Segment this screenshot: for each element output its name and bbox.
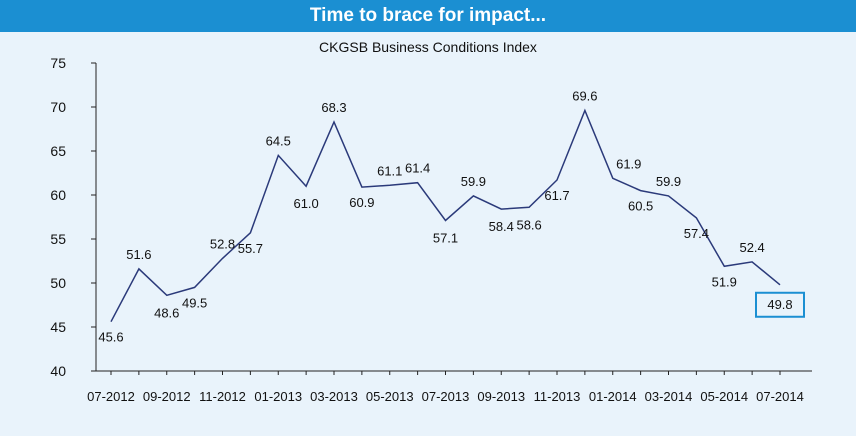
banner-title: Time to brace for impact... [309,5,547,26]
data-label: 69.6 [572,89,597,104]
data-label: 60.5 [628,199,653,214]
data-label: 49.8 [767,297,792,312]
y-tick-label: 70 [50,99,66,115]
y-tick-label: 50 [50,275,66,291]
data-label: 60.9 [349,195,374,210]
data-label: 45.6 [98,330,123,345]
x-tick-label: 03-2014 [645,389,693,404]
chart-title: CKGSB Business Conditions Index [319,39,537,55]
data-label: 59.9 [656,174,681,189]
data-label: 52.8 [210,236,235,251]
data-label: 48.6 [154,305,179,320]
x-tick-label: 11-2012 [199,389,246,404]
data-labels: 45.6 51.6 48.649.5 52.8 55.7 64.5 61.0 68.3 60.9… [98,89,805,345]
x-tick-label: 05-2013 [366,389,414,404]
axes [95,63,812,372]
data-label: 68.3 [321,100,346,115]
line-chart: CKGSB Business Conditions Index 40 45 50 55… [50,39,812,404]
data-label: 61.7 [544,188,569,203]
series-line [110,108,781,323]
highlight-box [755,291,805,318]
data-label: 57.1 [433,231,458,246]
x-tick-label: 07-2012 [87,389,135,404]
data-label: 61.0 [293,196,318,211]
data-label: 59.9 [461,174,486,189]
x-tick-label: 09-2013 [477,389,525,404]
y-tick-label: 55 [50,231,66,247]
chart-area: CKGSB Business Conditions Index 40 45 50 55… [0,32,856,431]
data-label: 61.1 [377,163,402,178]
x-axis-ticks: 07-2012 09-2012 11-2012 01-2013 03-2013 05-20… [87,371,804,404]
x-tick-label: 09-2012 [143,389,191,404]
y-tick-label: 75 [50,55,66,71]
data-label: 61.4 [405,161,430,176]
data-label: 55.7 [238,241,263,256]
x-tick-label: 01-2013 [254,389,302,404]
data-label: 58.6 [516,217,541,232]
data-label: 49.5 [182,295,207,310]
title-banner: Time to brace for impact... [0,0,856,32]
data-label: 51.9 [712,274,737,289]
y-tick-label: 60 [50,187,66,203]
data-label: 64.5 [266,133,291,148]
x-tick-label: 05-2014 [700,389,748,404]
x-tick-label: 07-2013 [422,389,470,404]
data-label: 61.9 [616,156,641,171]
x-tick-label: 07-2014 [756,389,804,404]
x-tick-label: 01-2014 [589,389,637,404]
data-label: 58.4 [489,219,514,234]
data-label: 57.4 [684,226,709,241]
y-tick-label: 45 [50,319,66,335]
y-tick-label: 40 [50,363,66,379]
data-label: 52.4 [739,240,764,255]
x-tick-label: 03-2013 [310,389,358,404]
y-tick-label: 65 [50,143,66,159]
x-tick-label: 11-2013 [534,389,581,404]
y-axis-ticks: 40 45 50 55 60 65 70 75 [50,55,96,379]
data-label: 51.6 [126,247,151,262]
